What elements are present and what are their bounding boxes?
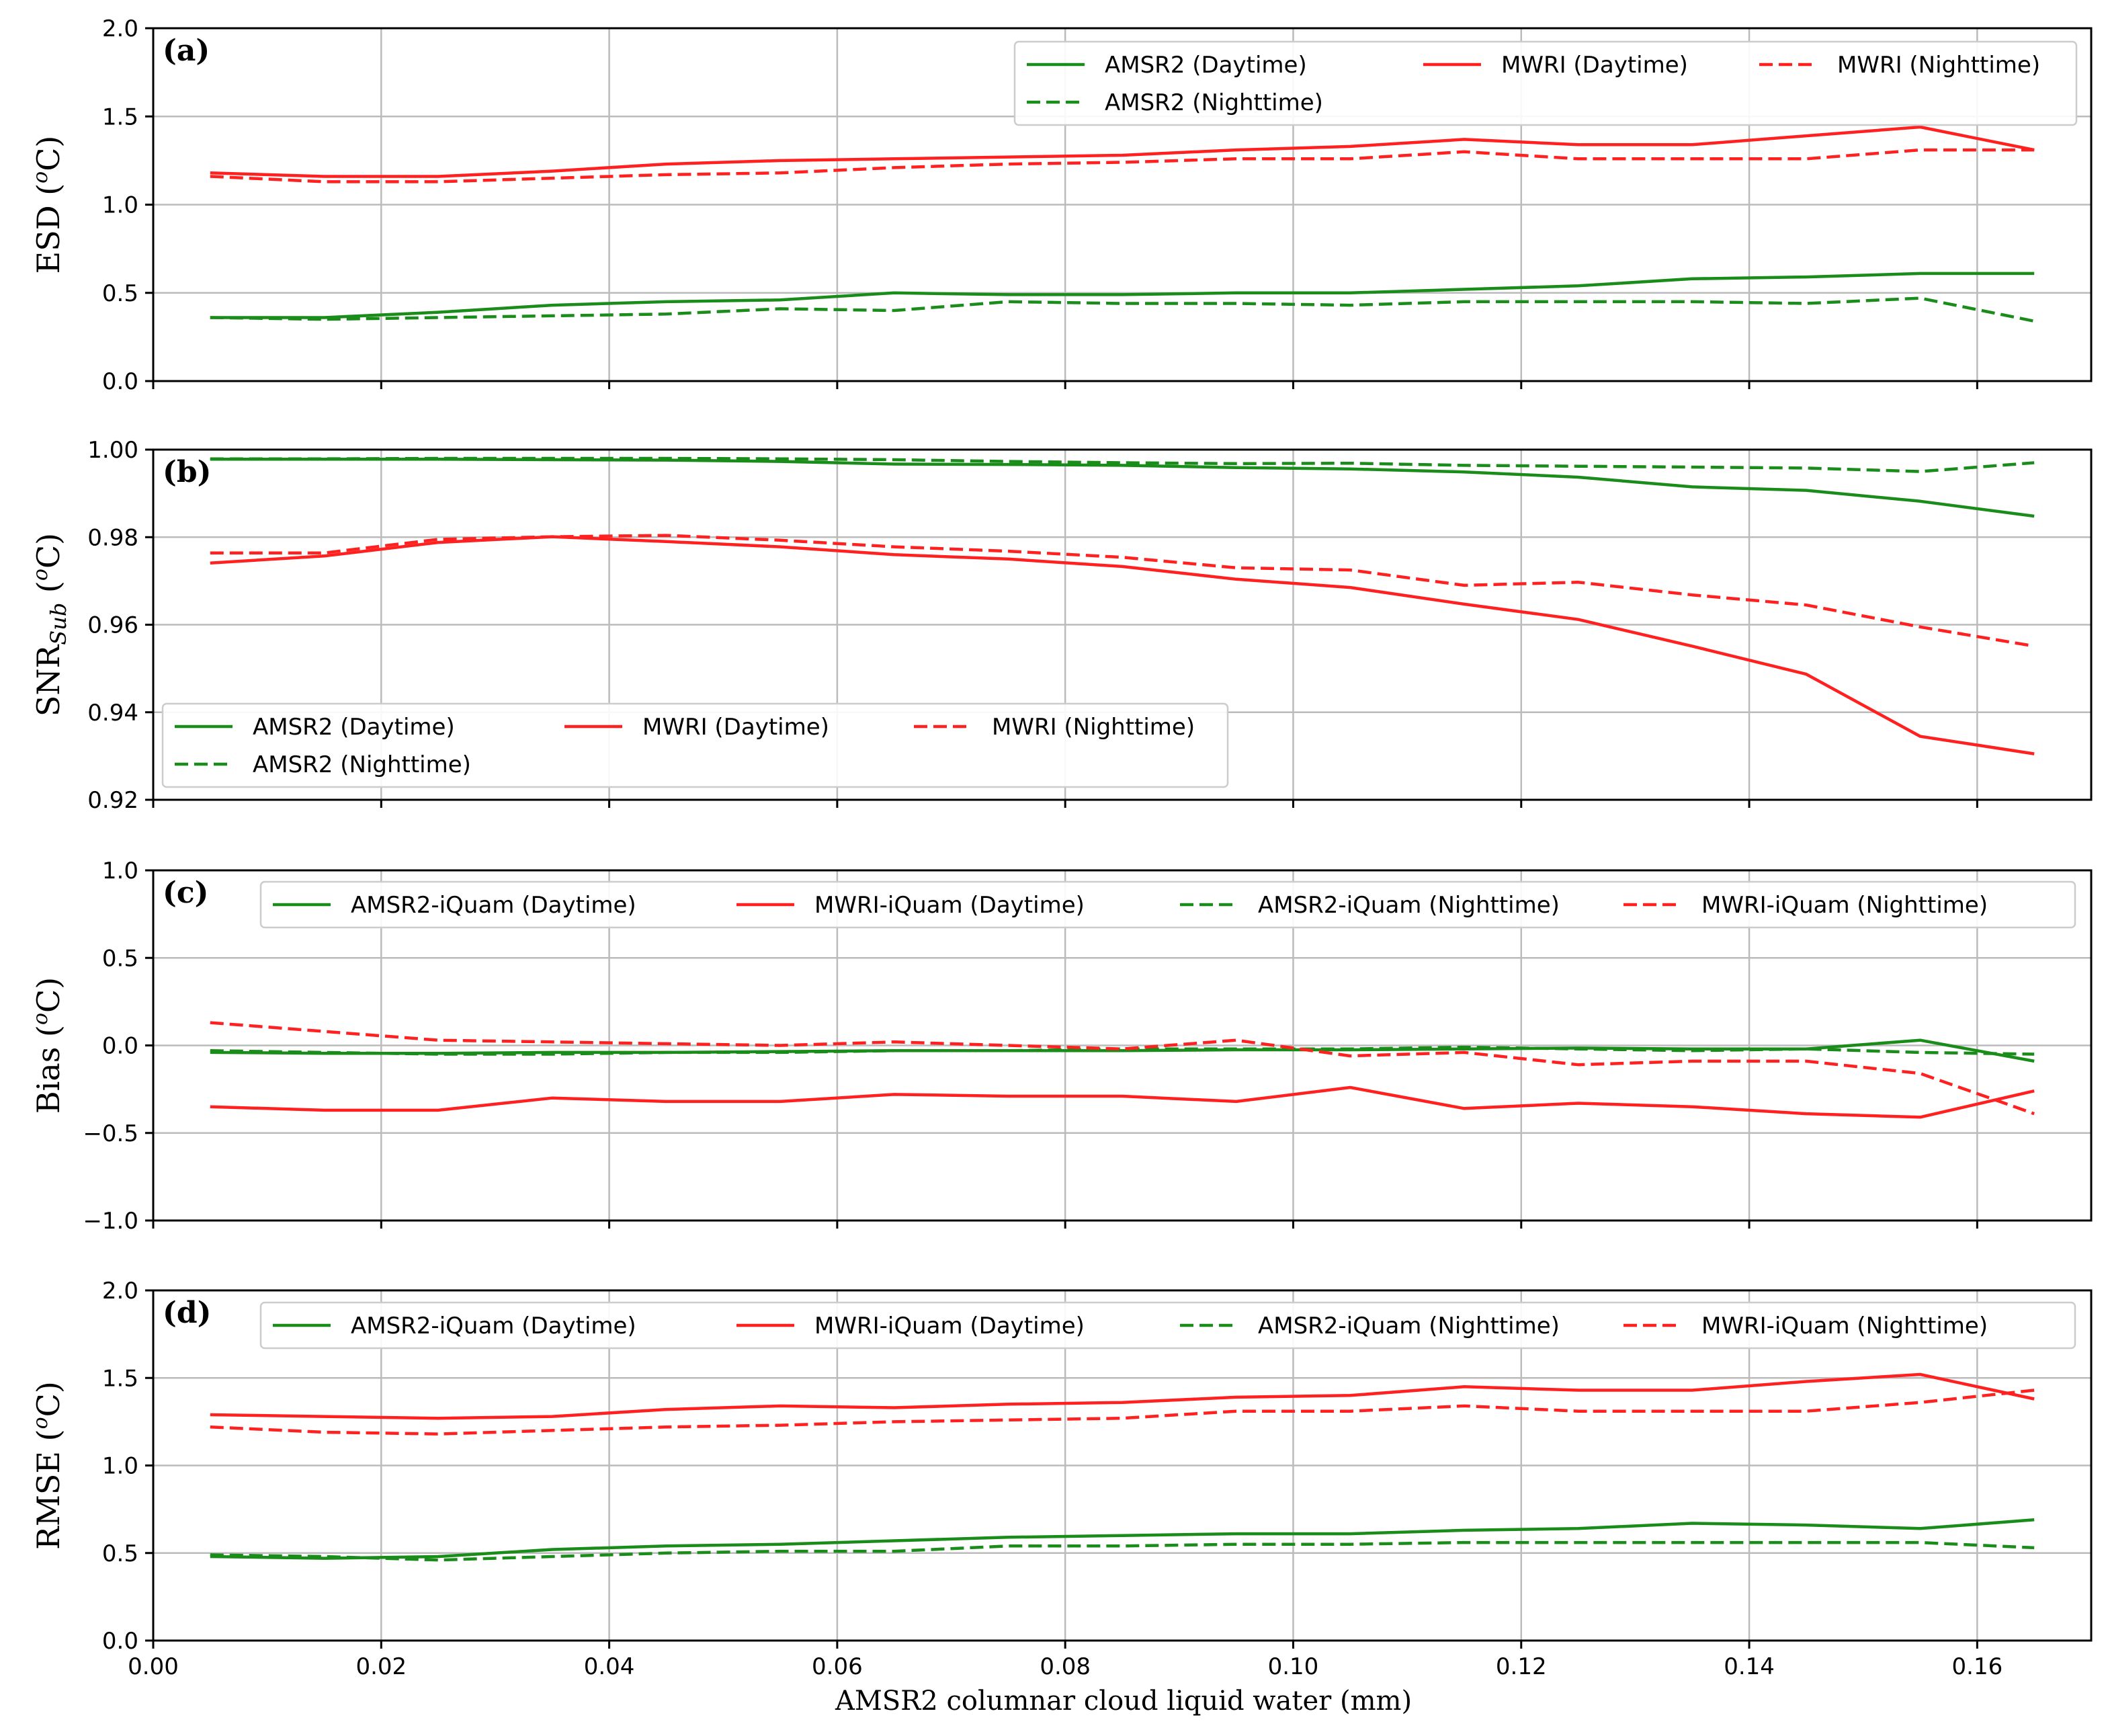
legend-label: AMSR2 (Daytime) [253,714,455,741]
panel-label: (c) [163,876,208,910]
y-tick-label: 1.00 [87,437,138,464]
legend-label: MWRI-iQuam (Daytime) [814,1313,1085,1339]
x-tick-label: 0.04 [584,1653,635,1680]
y-axis-label: ESD (oC) [29,136,67,274]
legend-box [161,702,1229,788]
x-tick-label: 0.10 [1268,1653,1319,1680]
y-tick-label: 1.5 [102,1365,138,1392]
legend: AMSR2-iQuam (Daytime) MWRI-iQuam (Daytime… [259,880,2076,929]
legend-label: MWRI-iQuam (Nighttime) [1701,1313,1988,1339]
y-tick-label: −1.0 [83,1208,138,1235]
legend-label: MWRI (Daytime) [1501,52,1688,79]
panel-d: 0.00 0.02 0.04 0.06 0.08 0.10 0.12 0.14 0.16 0.0 0… [29,1278,2093,1680]
legend-label: AMSR2-iQuam (Daytime) [351,892,636,919]
y-tick-label: 2.0 [102,1278,138,1305]
x-tick-label: 0.14 [1724,1653,1775,1680]
y-tick-label: −0.5 [83,1120,138,1147]
y-tick-label: 2.0 [102,15,138,42]
legend-label: AMSR2-iQuam (Nighttime) [1258,892,1560,919]
series-line-mwri-iquam-daytime [210,1372,2035,1420]
legend-label: MWRI (Nighttime) [992,714,1195,741]
legend-box [259,1301,2076,1350]
y-tick-label: 1.0 [102,1453,138,1480]
y-tick-label: 0.5 [102,1540,138,1567]
panel-label: (d) [163,1296,211,1330]
y-tick-label: 0.5 [102,945,138,972]
legend-label: AMSR2 (Nighttime) [253,751,471,778]
legend-label: MWRI (Nighttime) [1837,52,2040,79]
legend-label: AMSR2 (Daytime) [1105,52,1307,79]
panel-label: (b) [163,455,211,489]
series-line-mwri-iquam-nighttime [210,1389,2035,1436]
legend-label: MWRI-iQuam (Daytime) [814,892,1085,919]
legend-label: AMSR2 (Nighttime) [1105,89,1323,116]
legend-box [1013,40,2078,126]
y-tick-label: 1.5 [102,104,138,130]
y-tick-label: 0.92 [87,787,138,814]
y-tick-label: 0.96 [87,612,138,639]
series-line-amsr2-nighttime [210,296,2035,323]
x-tick-label: 0.06 [812,1653,863,1680]
panel-c: −1.0 −0.5 0.0 0.5 1.0 Bias (oC) (c) AMSR2-iQuam… [29,858,2093,1235]
panel-label: (a) [163,34,210,68]
x-axis-label: AMSR2 columnar cloud liquid water (mm) [835,1686,1412,1717]
series-line-mwri-nighttime [210,148,2035,183]
x-tick-label: 0.16 [1952,1653,2003,1680]
y-tick-label: 0.0 [102,368,138,395]
legend-label: MWRI-iQuam (Nighttime) [1701,892,1988,919]
y-tick-label: 0.0 [102,1033,138,1060]
x-tick-label: 0.00 [128,1653,179,1680]
series-line-mwri-daytime [210,125,2035,178]
series-line-amsr2-daytime [210,272,2035,319]
y-axis-label: Bias (oC) [29,977,67,1114]
legend: AMSR2-iQuam (Daytime) MWRI-iQuam (Daytime… [259,1301,2076,1350]
x-tick-label: 0.08 [1040,1653,1091,1680]
x-tick-label: 0.02 [355,1653,407,1680]
y-tick-label: 0.94 [87,700,138,727]
y-axis-label: SNRSub (oC) [29,533,71,716]
series-line-mwri-nighttime [210,534,2035,648]
series-line-amsr2-iquam-nighttime [210,1045,2035,1056]
x-tick-label: 0.12 [1496,1653,1547,1680]
series-line-amsr2-iquam-nighttime [210,1540,2035,1562]
legend-box [259,880,2076,929]
series-line-amsr2-iquam-daytime [210,1518,2035,1560]
y-axis-label: RMSE (oC) [29,1381,67,1550]
y-tick-label: 1.0 [102,858,138,884]
series-line-mwri-iquam-daytime [210,1085,2035,1119]
y-tick-label: 0.0 [102,1628,138,1655]
legend-label: AMSR2-iQuam (Nighttime) [1258,1313,1560,1339]
legend-label: AMSR2-iQuam (Daytime) [351,1313,636,1339]
legend-label: MWRI (Daytime) [642,714,829,741]
legend: AMSR2 (Daytime) MWRI (Daytime) MWRI (Night… [1013,40,2078,126]
y-tick-label: 1.0 [102,192,138,219]
legend: AMSR2 (Daytime) MWRI (Daytime) MWRI (Night… [161,702,1229,788]
y-tick-label: 0.98 [87,524,138,551]
panel-a: 0.0 0.5 1.0 1.5 2.0 ESD (oC) (a) AMSR2 (Daytime… [29,15,2093,395]
series-line-amsr2-nighttime [210,456,2035,473]
y-tick-label: 0.5 [102,280,138,307]
series-line-mwri-iquam-nighttime [210,1021,2035,1116]
panel-b: 0.92 0.94 0.96 0.98 1.00 SNRSub (oC) (b) AMSR2 … [29,437,2093,814]
